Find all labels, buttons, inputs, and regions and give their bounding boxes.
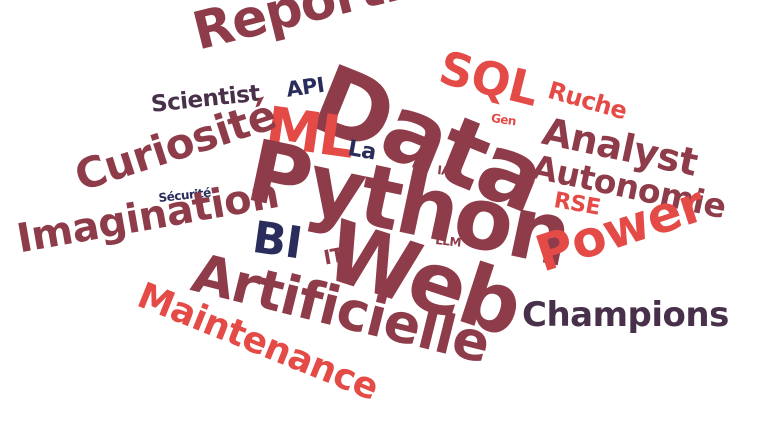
word-reporting: Reporting — [187, 0, 475, 62]
word-gen: Gen — [490, 111, 517, 129]
word-imagination: Imagination — [13, 171, 283, 263]
word-champions: Champions — [522, 295, 729, 335]
